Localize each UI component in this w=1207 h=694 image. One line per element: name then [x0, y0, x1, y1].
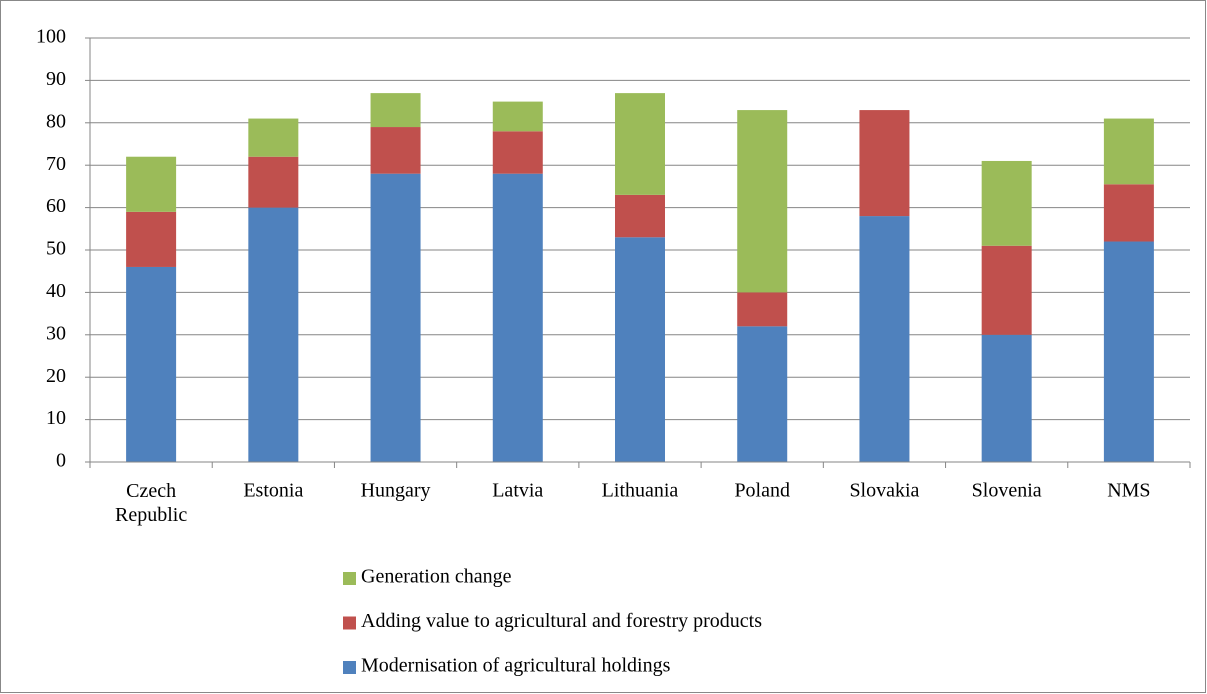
- y-tick-label: 70: [46, 153, 66, 175]
- y-tick-label: 90: [46, 68, 66, 90]
- bar-segment: [492, 173, 543, 462]
- y-tick-label: 30: [46, 322, 66, 344]
- bar-segment: [737, 292, 788, 327]
- bar-segment: [126, 211, 177, 267]
- legend-swatch: [343, 616, 356, 630]
- bar-segment: [1103, 184, 1154, 242]
- bar-segment: [981, 334, 1032, 462]
- y-tick-label: 0: [56, 450, 66, 472]
- bar-segment: [126, 156, 177, 212]
- bar-segment: [981, 245, 1032, 335]
- bar-segment: [492, 131, 543, 174]
- x-tick-label: Latvia: [492, 480, 543, 502]
- bar-segment: [1103, 118, 1154, 185]
- legend-swatch: [343, 661, 356, 674]
- bar-segment: [615, 237, 665, 462]
- legend-swatch: [343, 572, 356, 585]
- bar-segment: [126, 266, 177, 462]
- bar-segment: [370, 93, 421, 128]
- bar-segment: [737, 326, 788, 462]
- x-tick-label: Estonia: [243, 480, 303, 502]
- y-tick-label: 50: [46, 238, 66, 260]
- bar-segment: [1103, 241, 1154, 462]
- x-tick-label: Hungary: [361, 480, 431, 502]
- y-tick-label: 40: [46, 280, 66, 302]
- bar-segment: [492, 101, 543, 132]
- legend-label: Generation change: [361, 566, 512, 588]
- bar-segment: [248, 207, 299, 462]
- y-tick-label: 20: [46, 365, 66, 387]
- bar-segment: [859, 110, 910, 217]
- x-tick-label: Lithuania: [602, 480, 679, 502]
- y-tick-label: 60: [46, 195, 66, 217]
- bar-segment: [615, 93, 665, 195]
- legend-label: Modernisation of agricultural holdings: [361, 655, 671, 677]
- x-tick-label: Slovakia: [849, 480, 919, 502]
- bar-segment: [370, 127, 421, 174]
- bar-segment: [248, 118, 299, 157]
- x-tick-label: Poland: [734, 480, 790, 502]
- bar-segment: [370, 173, 421, 462]
- bar-segment: [737, 110, 788, 293]
- bar-segment: [615, 194, 665, 238]
- y-tick-label: 100: [36, 26, 66, 48]
- bar-segment: [981, 160, 1032, 246]
- bar-segment: [859, 216, 910, 462]
- x-tick-label: Slovenia: [972, 480, 1042, 502]
- x-tick-label: NMS: [1107, 480, 1150, 502]
- x-tick-label: Czech Republic: [115, 480, 187, 526]
- bar-segment: [248, 156, 299, 208]
- legend-label: Adding value to agricultural and forestr…: [361, 610, 762, 632]
- y-tick-label: 80: [46, 110, 66, 132]
- y-tick-label: 10: [46, 407, 66, 429]
